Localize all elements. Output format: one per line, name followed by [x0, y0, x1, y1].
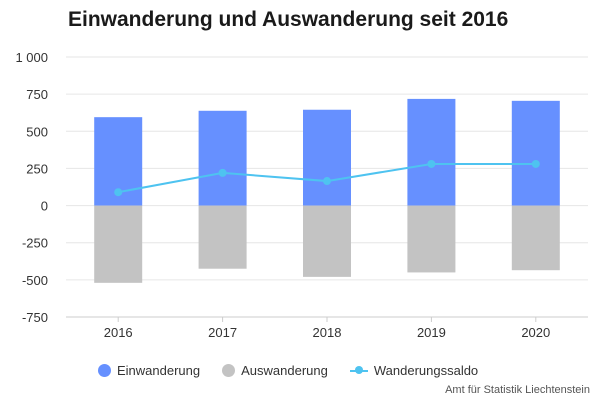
- source-credit: Amt für Statistik Liechtenstein: [445, 384, 590, 396]
- bar-auswanderung: [198, 205, 247, 269]
- x-tick-label: 2016: [104, 325, 133, 340]
- y-tick-label: -500: [22, 273, 48, 288]
- y-axis: 1 000 750 500 250 0 -250 -500 -750: [15, 50, 48, 325]
- y-tick-label: -250: [22, 236, 48, 251]
- saldo-line: [114, 159, 540, 197]
- saldo-point: [218, 168, 227, 177]
- legend-label-wanderungssaldo: Wanderungssaldo: [373, 363, 479, 378]
- saldo-point: [427, 159, 436, 168]
- legend-label-auswanderung: Auswanderung: [241, 363, 328, 378]
- chart-title: Einwanderung und Auswanderung seit 2016: [68, 8, 509, 31]
- bar-einwanderung: [511, 100, 560, 206]
- saldo-point: [114, 188, 123, 197]
- legend-swatch-einwanderung: [98, 364, 111, 377]
- legend-item-auswanderung[interactable]: Auswanderung: [222, 363, 328, 378]
- bar-auswanderung: [303, 205, 351, 277]
- saldo-point: [323, 177, 331, 186]
- legend-swatch-auswanderung: [222, 364, 236, 377]
- x-tick-label: 2018: [313, 325, 342, 340]
- bar-einwanderung: [303, 109, 351, 206]
- saldo-point: [531, 159, 540, 168]
- legend-item-einwanderung[interactable]: Einwanderung: [98, 363, 200, 378]
- y-tick-label: 0: [41, 199, 48, 214]
- y-tick-label: 750: [26, 87, 48, 102]
- bars: [94, 98, 560, 283]
- x-tick-label: 2017: [208, 325, 237, 340]
- y-tick-label: 500: [26, 124, 48, 139]
- x-axis: 2016 2017 2018 2019 2020: [66, 316, 588, 340]
- legend: Einwanderung Auswanderung Wanderungssald…: [98, 363, 500, 378]
- legend-label-einwanderung: Einwanderung: [117, 363, 201, 378]
- bar-auswanderung: [511, 205, 560, 271]
- bar-einwanderung: [407, 98, 456, 206]
- y-tick-label: 250: [26, 161, 48, 176]
- legend-swatch-wanderungssaldo: [349, 364, 368, 377]
- bar-einwanderung: [198, 110, 247, 206]
- x-tick-label: 2019: [417, 325, 446, 340]
- bar-auswanderung: [94, 205, 143, 283]
- x-tick-label: 2020: [521, 325, 550, 340]
- legend-item-wanderungssaldo[interactable]: Wanderungssaldo: [349, 363, 479, 378]
- bar-auswanderung: [407, 205, 456, 273]
- y-tick-label: -750: [22, 310, 48, 325]
- y-tick-label: 1 000: [15, 50, 48, 65]
